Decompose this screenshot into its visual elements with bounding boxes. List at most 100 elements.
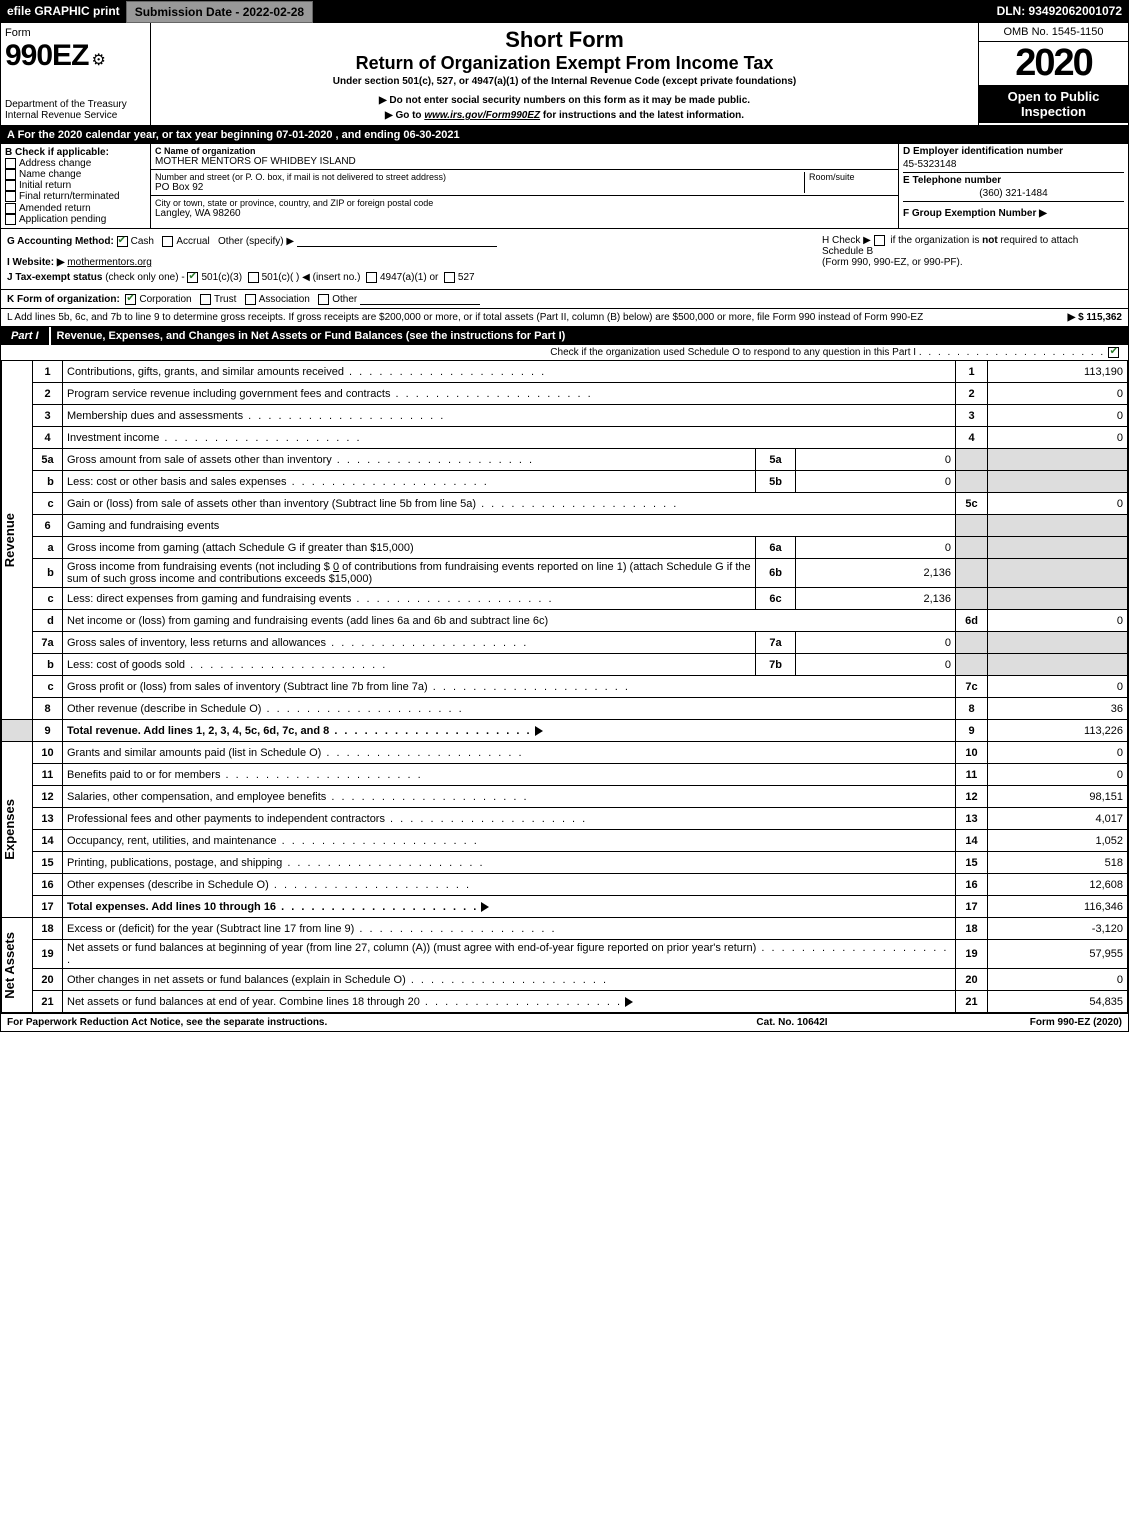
treasury-seal-icon: ⚙ xyxy=(91,52,105,69)
cb-501c3[interactable] xyxy=(187,272,198,283)
cb-schedule-o[interactable] xyxy=(1108,347,1119,358)
form-ref: Form 990-EZ (2020) xyxy=(922,1017,1122,1028)
row-8: 8 Other revenue (describe in Schedule O)… xyxy=(2,698,1128,720)
col-d: D Employer identification number 45-5323… xyxy=(898,144,1128,228)
website-link[interactable]: mothermentors.org xyxy=(67,257,151,268)
header-left: Form 990EZ ⚙ Department of the Treasury … xyxy=(1,23,151,125)
cb-application-pending[interactable]: Application pending xyxy=(5,214,146,225)
city-row: City or town, state or province, country… xyxy=(151,196,898,221)
street-value: PO Box 92 xyxy=(155,182,804,193)
header-center: Short Form Return of Organization Exempt… xyxy=(151,23,978,125)
val-4: 0 xyxy=(988,427,1128,449)
line-l: L Add lines 5b, 6c, and 7b to line 9 to … xyxy=(1,309,1128,327)
row-6c: c Less: direct expenses from gaming and … xyxy=(2,588,1128,610)
open-inspection: Open to Public Inspection xyxy=(979,85,1128,123)
val-8: 36 xyxy=(988,698,1128,720)
netassets-label: Net Assets xyxy=(2,932,17,999)
row-7b: b Less: cost of goods sold 7b 0 xyxy=(2,654,1128,676)
street-label: Number and street (or P. O. box, if mail… xyxy=(155,172,804,182)
irs-link[interactable]: www.irs.gov/Form990EZ xyxy=(424,110,540,121)
footer: For Paperwork Reduction Act Notice, see … xyxy=(1,1013,1128,1031)
cb-final-return[interactable]: Final return/terminated xyxy=(5,191,146,202)
other-org-line[interactable] xyxy=(360,293,480,305)
k-label: K Form of organization: xyxy=(7,294,120,305)
part-1-header: Part I Revenue, Expenses, and Changes in… xyxy=(1,327,1128,345)
topbar-spacer xyxy=(313,1,990,23)
line-g: G Accounting Method: Cash Accrual Other … xyxy=(7,235,822,247)
arrow-icon xyxy=(481,902,489,912)
col-c: C Name of organization MOTHER MENTORS OF… xyxy=(151,144,898,228)
cb-4947[interactable] xyxy=(366,272,377,283)
row-5b: b Less: cost or other basis and sales ex… xyxy=(2,471,1128,493)
efile-label[interactable]: efile GRAPHIC print xyxy=(1,1,126,23)
dln-label: DLN: 93492062001072 xyxy=(991,1,1128,23)
row-3: 3 Membership dues and assessments 3 0 xyxy=(2,405,1128,427)
other-specify-line[interactable] xyxy=(297,235,497,247)
l-text: L Add lines 5b, 6c, and 7b to line 9 to … xyxy=(7,312,1002,323)
val-5b: 0 xyxy=(796,471,956,493)
goto-text: ▶ Go to www.irs.gov/Form990EZ for instru… xyxy=(385,110,744,121)
cb-trust[interactable] xyxy=(200,294,211,305)
val-1: 113,190 xyxy=(988,361,1128,383)
val-2: 0 xyxy=(988,383,1128,405)
ein-label: D Employer identification number xyxy=(903,146,1124,157)
c-label: C Name of organization xyxy=(155,146,894,156)
val-7a: 0 xyxy=(796,632,956,654)
street-row: Number and street (or P. O. box, if mail… xyxy=(151,170,898,196)
city-label: City or town, state or province, country… xyxy=(155,198,894,208)
row-19: 19 Net assets or fund balances at beginn… xyxy=(2,940,1128,969)
accounting-website-block: G Accounting Method: Cash Accrual Other … xyxy=(1,229,1128,290)
l-amount: ▶ $ 115,362 xyxy=(1002,312,1122,323)
val-21: 54,835 xyxy=(988,991,1128,1013)
cb-initial-return[interactable]: Initial return xyxy=(5,180,146,191)
row-4: 4 Investment income 4 0 xyxy=(2,427,1128,449)
city-value: Langley, WA 98260 xyxy=(155,208,894,219)
val-9: 113,226 xyxy=(988,720,1128,742)
cb-amended-return[interactable]: Amended return xyxy=(5,203,146,214)
under-section-text: Under section 501(c), 527, or 4947(a)(1)… xyxy=(333,76,796,87)
g-label: G Accounting Method: xyxy=(7,236,114,247)
val-3: 0 xyxy=(988,405,1128,427)
cb-name-change[interactable]: Name change xyxy=(5,169,146,180)
gh-left: G Accounting Method: Cash Accrual Other … xyxy=(7,235,822,283)
row-18: Net Assets 18 Excess or (deficit) for th… xyxy=(2,918,1128,940)
val-6a: 0 xyxy=(796,537,956,559)
val-6b-incl: 0 xyxy=(333,561,339,573)
cb-address-change[interactable]: Address change xyxy=(5,158,146,169)
check-applicable-label: B Check if applicable: xyxy=(5,147,146,158)
val-6b: 2,136 xyxy=(796,559,956,588)
j-label: J Tax-exempt status xyxy=(7,272,102,283)
form-word: Form xyxy=(5,27,31,39)
cb-association[interactable] xyxy=(245,294,256,305)
row-7a: 7a Gross sales of inventory, less return… xyxy=(2,632,1128,654)
department-label: Department of the Treasury xyxy=(5,99,146,110)
line-i: I Website: ▶ mothermentors.org xyxy=(7,257,822,268)
top-bar: efile GRAPHIC print Submission Date - 20… xyxy=(1,1,1128,23)
part-1-label: Part I xyxy=(1,327,51,345)
cb-h[interactable] xyxy=(874,235,885,246)
arrow-icon xyxy=(625,997,633,1007)
cb-527[interactable] xyxy=(444,272,455,283)
room-label: Room/suite xyxy=(809,172,894,182)
cb-other-org[interactable] xyxy=(318,294,329,305)
val-15: 518 xyxy=(988,852,1128,874)
line-j: J Tax-exempt status (check only one) - 5… xyxy=(7,272,822,283)
h-text2: if the organization is xyxy=(890,235,982,246)
row-10: Expenses 10 Grants and similar amounts p… xyxy=(2,742,1128,764)
cb-501c[interactable] xyxy=(248,272,259,283)
part-1-title: Revenue, Expenses, and Changes in Net As… xyxy=(51,327,1128,345)
row-15: 15 Printing, publications, postage, and … xyxy=(2,852,1128,874)
lines-table: Revenue 1 Contributions, gifts, grants, … xyxy=(1,360,1128,1013)
val-5c: 0 xyxy=(988,493,1128,515)
cb-cash[interactable] xyxy=(117,236,128,247)
arrow-icon xyxy=(535,726,543,736)
check-schedule-o: Check if the organization used Schedule … xyxy=(1,345,1128,360)
line-a: A For the 2020 calendar year, or tax yea… xyxy=(1,126,1128,144)
h-not: not xyxy=(982,235,998,246)
val-7c: 0 xyxy=(988,676,1128,698)
phone-label: E Telephone number xyxy=(903,175,1124,186)
goto-post: for instructions and the latest informat… xyxy=(543,110,744,121)
cb-corporation[interactable] xyxy=(125,294,136,305)
cb-accrual[interactable] xyxy=(162,236,173,247)
row-6b: b Gross income from fundraising events (… xyxy=(2,559,1128,588)
